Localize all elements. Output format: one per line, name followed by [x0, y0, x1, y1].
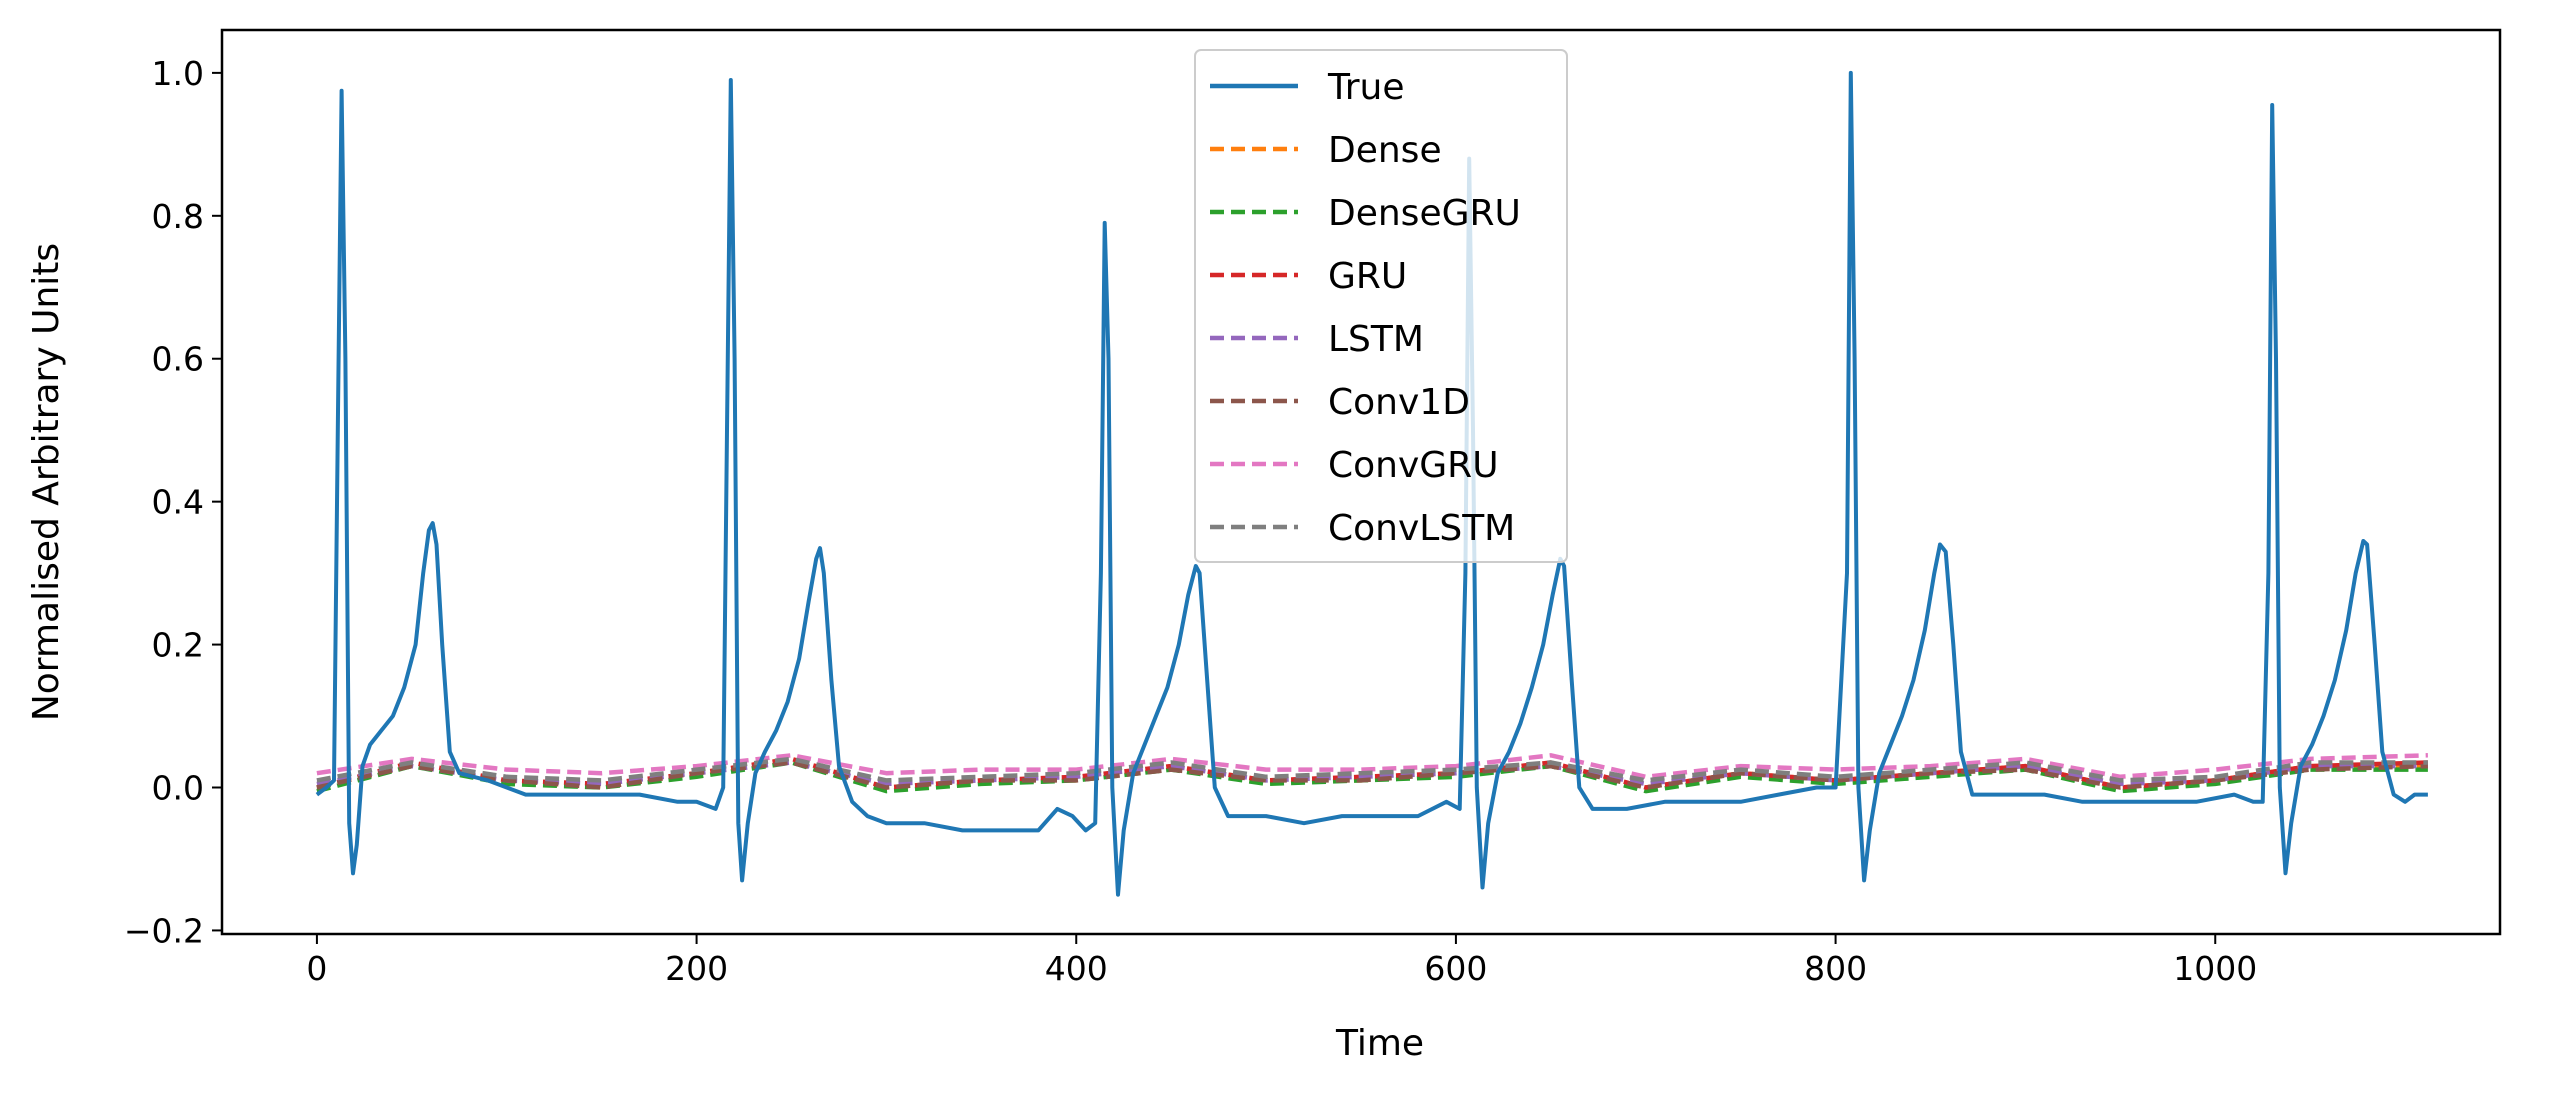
y-axis-label: Normalised Arbitrary Units — [26, 243, 67, 721]
plot-frame — [220, 28, 2502, 936]
y-tick-label: 0.4 — [152, 483, 204, 522]
legend-box — [1194, 49, 1568, 563]
x-tick-label: 1000 — [2173, 949, 2257, 988]
y-tick-label: −0.2 — [124, 911, 204, 950]
y-axis: −0.2 0.0 0.2 0.4 0.6 0.8 1.0 — [124, 54, 222, 950]
x-axis-label: Time — [1335, 1023, 1424, 1064]
series-line-conv1d — [316, 760, 2428, 790]
legend-label-convgru: ConvGRU — [1328, 445, 1499, 486]
legend-label-convlstm: ConvLSTM — [1328, 508, 1515, 549]
x-tick-label: 400 — [1045, 949, 1108, 988]
legend-label-gru: GRU — [1328, 256, 1407, 297]
legend-label-conv1d: Conv1D — [1328, 382, 1470, 423]
series-line-convgru — [316, 753, 2428, 780]
series-line-convlstm — [316, 756, 2428, 783]
series-layer — [315, 70, 2428, 897]
x-tick-label: 800 — [1804, 949, 1867, 988]
x-tick-label: 200 — [665, 949, 728, 988]
legend-label-dense: Dense — [1328, 130, 1442, 171]
x-axis: 0 200 400 600 800 1000 — [306, 934, 2257, 988]
y-tick-label: 0.6 — [152, 340, 204, 379]
x-tick-label: 0 — [306, 949, 327, 988]
legend: True Dense DenseGRU GRU LSTM Conv1D ConvGRU Con… — [1194, 49, 1568, 563]
legend-label-lstm: LSTM — [1328, 319, 1424, 360]
legend-label-true: True — [1327, 67, 1404, 108]
y-tick-label: 0.0 — [152, 769, 204, 808]
legend-label-densegru: DenseGRU — [1328, 193, 1521, 234]
y-tick-label: 0.2 — [152, 626, 204, 665]
y-tick-label: 0.8 — [152, 197, 204, 236]
y-tick-label: 1.0 — [152, 54, 204, 93]
series-line-true — [315, 70, 2428, 897]
series-line-lstm — [316, 760, 2428, 787]
x-tick-label: 600 — [1424, 949, 1487, 988]
